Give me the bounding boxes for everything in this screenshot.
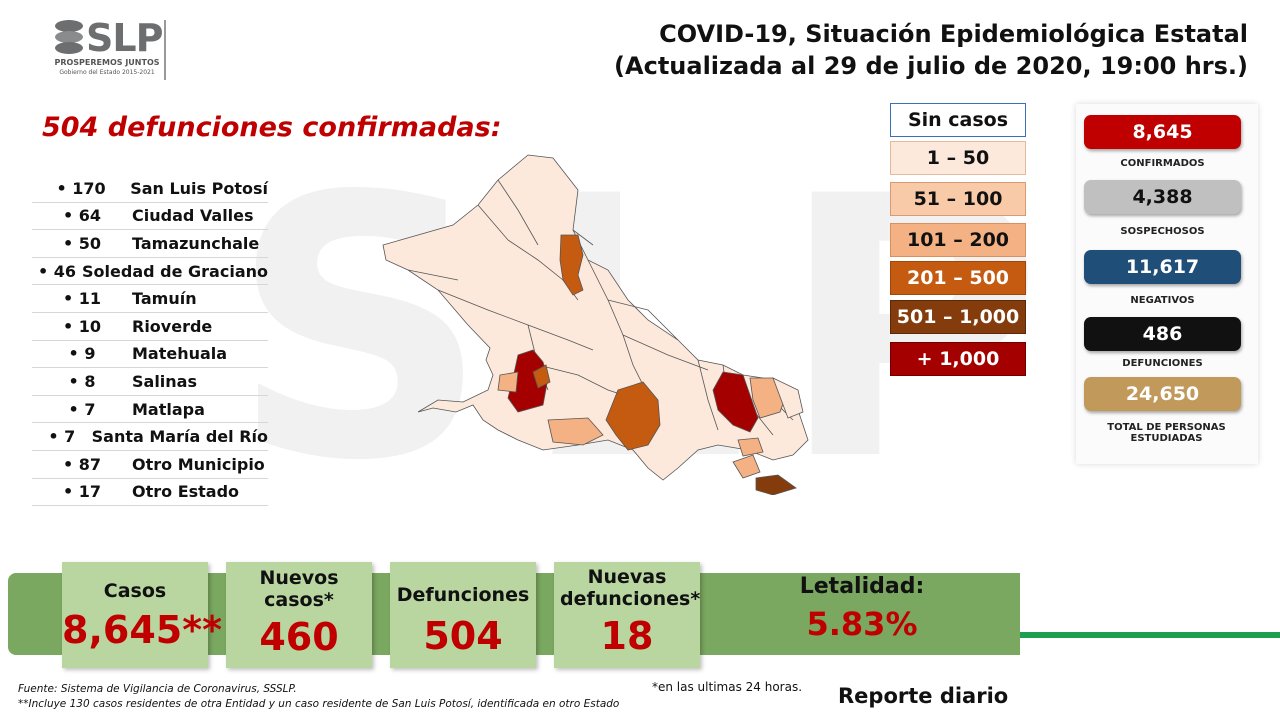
map-municipality-mexquitic <box>497 371 519 393</box>
deaths-value: 486 <box>1084 317 1241 351</box>
municipality-name: Matlapa <box>132 399 205 419</box>
suspected-label: SOSPECHOSOS <box>1120 226 1205 237</box>
death-count: • 8 <box>68 371 96 391</box>
municipality-name: Tamuín <box>132 289 197 309</box>
municipality-deaths-list: • 170 San Luis Potosí • 64 Ciudad Valles •… <box>32 175 268 507</box>
list-item: • 17 Otro Estado <box>32 479 268 507</box>
deaths-heading: 504 defunciones confirmadas: <box>42 112 502 143</box>
list-item: • 9 Matehuala <box>32 341 268 369</box>
title-line-1: COVID-19, Situación Epidemiológica Estat… <box>659 20 1248 48</box>
map-municipality-axtla <box>732 454 761 479</box>
deaths-card: Defunciones 504 <box>390 562 536 668</box>
death-count: • 11 <box>62 289 102 309</box>
new-cases-label: Nuevos casos* <box>259 567 339 611</box>
map-municipality-rioverde-south <box>605 381 661 451</box>
cases-card: Casos 8,645** <box>62 562 222 668</box>
confirmed-value: 8,645 <box>1084 115 1241 149</box>
municipality-name: San Luis Potosí <box>130 178 268 198</box>
banner-accent-line <box>1020 632 1280 638</box>
map-region-zacatecas-border <box>407 179 594 391</box>
municipality-name: Rioverde <box>132 316 213 336</box>
title-line-2: (Actualizada al 29 de julio de 2020, 19:… <box>614 52 1248 80</box>
map-region-north <box>382 154 809 481</box>
legend-item-no-cases: Sin casos <box>890 103 1026 137</box>
lethality-value: 5.83% <box>806 605 918 643</box>
map-municipality-xilitla <box>737 437 764 457</box>
list-item: • 50 Tamazunchale <box>32 230 268 258</box>
negative-label: NEGATIVOS <box>1130 295 1195 306</box>
logo-subtagline: Gobierno del Estado 2015-2021 <box>59 69 155 76</box>
new-deaths-card: Nuevas defunciones* 18 <box>554 562 700 668</box>
list-item: • 64 Ciudad Valles <box>32 203 268 231</box>
cases-label: Casos <box>103 580 167 602</box>
map-municipality-ebano <box>772 377 804 419</box>
map-municipality-rioverde <box>559 234 584 296</box>
suspected-value: 4,388 <box>1084 180 1241 214</box>
legend-item-1-50: 1 – 50 <box>890 141 1026 175</box>
municipality-name: Otro Estado <box>132 482 240 502</box>
confirmed-label: CONFIRMADOS <box>1120 158 1205 169</box>
list-item: • 8 Salinas <box>32 368 268 396</box>
negative-value: 11,617 <box>1084 250 1241 284</box>
list-item: • 170 San Luis Potosí <box>32 175 268 203</box>
legend-item-51-100: 51 – 100 <box>890 182 1026 216</box>
list-item: • 7 Matlapa <box>32 396 268 424</box>
legend-item-501-1000: 501 – 1,000 <box>890 300 1026 334</box>
logo-tagline: PROSPEREMOS JUNTOS <box>54 58 160 67</box>
report-title: COVID-19, Situación Epidemiológica Estat… <box>614 18 1248 82</box>
cases-value: 8,645** <box>62 608 222 652</box>
death-count: • 50 <box>62 233 102 253</box>
death-count: • 17 <box>62 482 102 502</box>
list-item: • 87 Otro Municipio <box>32 451 268 479</box>
death-count: • 87 <box>62 454 102 474</box>
new-deaths-value: 18 <box>600 614 654 658</box>
slp-emblem-icon <box>55 20 83 54</box>
new-deaths-label: Nuevas defunciones* <box>560 566 701 610</box>
logo-text: SLP <box>86 16 163 60</box>
municipality-name: Salinas <box>132 371 197 391</box>
municipality-name: Matehuala <box>132 344 228 364</box>
slp-logo: SLP PROSPEREMOS JUNTOS Gobierno del Esta… <box>52 16 170 88</box>
list-item: • 7 Santa María del Río <box>32 423 268 451</box>
map-municipality-tamazunchale <box>755 474 797 495</box>
list-item: • 46 Soledad de Graciano <box>32 258 268 286</box>
death-count: • 9 <box>68 344 96 364</box>
map-municipality-villa-de-reyes <box>547 417 604 446</box>
deaths-label: DEFUNCIONES <box>1122 358 1203 369</box>
last-24h-footnote: *en las ultimas 24 horas. <box>652 680 803 694</box>
municipality-name: Tamazunchale <box>132 233 260 253</box>
lethality-card: Letalidad: 5.83% <box>722 570 1002 656</box>
list-item: • 11 Tamuín <box>32 285 268 313</box>
lethality-label: Letalidad: <box>799 574 925 599</box>
logo-divider <box>164 20 166 80</box>
municipality-name: Otro Municipio <box>132 454 265 474</box>
legend-item-over-1000: + 1,000 <box>890 342 1026 376</box>
map-municipality-ciudad-valles <box>712 371 759 433</box>
list-item: • 10 Rioverde <box>32 313 268 341</box>
municipality-name: Santa María del Río <box>91 427 268 447</box>
legend-item-101-200: 101 – 200 <box>890 223 1026 257</box>
state-choropleth-map <box>382 154 809 495</box>
map-region-central <box>537 229 709 401</box>
source-footnote: Fuente: Sistema de Vigilancia de Coronav… <box>18 683 297 695</box>
death-count: • 46 <box>37 261 77 281</box>
legend-item-201-500: 201 – 500 <box>890 261 1026 295</box>
deaths-card-label: Defunciones <box>396 584 530 606</box>
death-count: • 7 <box>48 427 76 447</box>
map-municipality-soledad <box>532 364 551 389</box>
death-count: • 10 <box>62 316 102 336</box>
total-studied-label: TOTAL DE PERSONAS ESTUDIADAS <box>1107 422 1226 444</box>
daily-report-label: Reporte diario <box>838 684 1009 708</box>
deaths-card-value: 504 <box>423 614 503 658</box>
municipality-name: Ciudad Valles <box>132 206 254 226</box>
death-count: • 64 <box>62 206 102 226</box>
death-count: • 7 <box>68 399 96 419</box>
total-studied-value: 24,650 <box>1084 377 1241 411</box>
municipality-name: Soledad de Graciano <box>82 261 268 281</box>
includes-footnote: **Incluye 130 casos residentes de otra E… <box>18 698 620 710</box>
new-cases-value: 460 <box>259 615 339 659</box>
death-count: • 170 <box>56 178 106 198</box>
new-cases-card: Nuevos casos* 460 <box>226 562 372 668</box>
